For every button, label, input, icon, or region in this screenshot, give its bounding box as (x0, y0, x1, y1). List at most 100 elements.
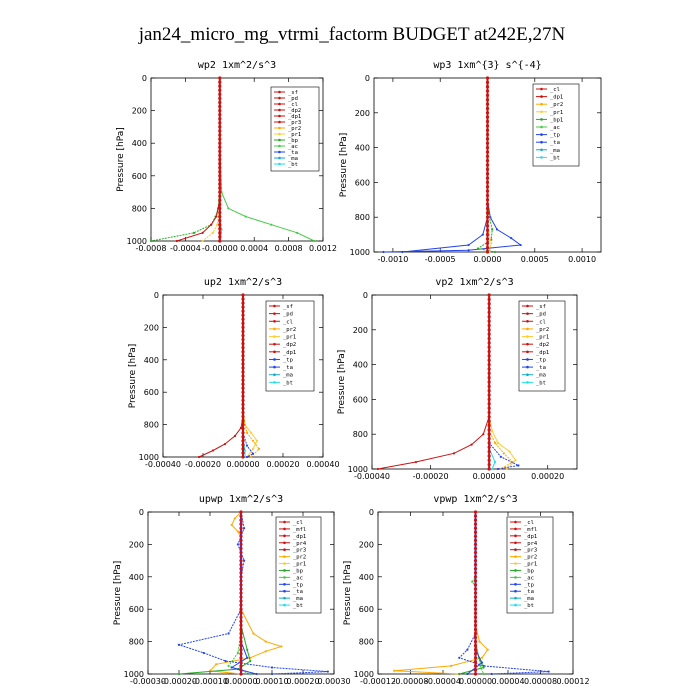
data-point (245, 431, 249, 434)
data-point (249, 455, 253, 459)
zero-marker (218, 92, 222, 96)
zero-marker (239, 619, 243, 623)
series-pr2 (208, 510, 283, 676)
y-tick-label: 1000 (350, 248, 370, 257)
legend-marker (283, 520, 286, 524)
legend-label: _tp (283, 357, 293, 363)
legend: _cl _dp1_pr2 _pr1_bp1 _ac _tp_ta _ma_bt (532, 83, 580, 167)
zero-marker (241, 382, 245, 386)
legend: _sf _pd_cl _pr2 _pr1_dp2 _dp1_tp _ta _ma_bt (518, 300, 566, 392)
zero-marker (473, 631, 478, 636)
data-point (482, 666, 485, 669)
legend-marker (514, 589, 517, 593)
zero-marker (485, 80, 490, 84)
zero-marker (218, 174, 222, 178)
legend-marker (526, 350, 529, 354)
zero-marker (473, 627, 478, 632)
legend-marker (514, 548, 517, 551)
y-tick-label: 0 (154, 291, 159, 300)
zero-marker (473, 615, 478, 619)
zero-marker (241, 297, 245, 301)
legend-marker (278, 144, 281, 148)
series-line (242, 295, 260, 458)
data-point (466, 648, 469, 651)
zero-marker (485, 172, 490, 176)
zero-marker (473, 652, 478, 656)
zero-marker (485, 246, 490, 250)
data-point (382, 250, 385, 254)
y-tick-label: 400 (144, 356, 159, 365)
y-tick-label: 1000 (354, 670, 374, 679)
data-point (401, 250, 404, 254)
data-point (230, 523, 233, 527)
y-tick-label: 0 (139, 508, 144, 517)
x-tick-label: 0.0010 (568, 255, 596, 264)
zero-marker (487, 319, 491, 323)
legend-marker (514, 527, 517, 531)
zero-marker (218, 227, 222, 231)
legend-marker (278, 96, 281, 100)
data-point (210, 223, 213, 226)
data-point (243, 449, 247, 452)
zero-marker (241, 358, 245, 362)
zero-marker (218, 182, 222, 186)
legend-marker (283, 589, 286, 593)
zero-marker (241, 398, 245, 402)
y-tick-label: 800 (355, 213, 370, 222)
zero-marker (239, 595, 243, 599)
legend-marker (526, 358, 529, 361)
data-point (246, 648, 249, 651)
zero-marker (487, 349, 491, 354)
legend-label: _tp (550, 133, 560, 139)
y-tick-label: 600 (132, 172, 147, 181)
legend-label: _tp (536, 357, 546, 363)
legend-marker (514, 534, 517, 538)
legend-marker (514, 562, 517, 565)
zero-marker (239, 656, 243, 660)
zero-marker (485, 189, 490, 193)
zero-marker (485, 198, 490, 202)
x-tick-label: 0.00000 (473, 472, 506, 481)
data-point (493, 441, 497, 444)
series-ta (488, 293, 520, 471)
y-tick-label: 0 (363, 291, 368, 300)
zero-marker (239, 652, 243, 656)
zero-marker (241, 305, 245, 309)
y-axis-label: Pressure [hPa] (116, 127, 126, 192)
data-point (243, 527, 246, 530)
data-point (249, 431, 253, 434)
legend-label: _cl (288, 102, 298, 108)
legend-marker (273, 373, 276, 377)
legend-marker (526, 342, 529, 346)
legend-label: _pr3 (288, 120, 301, 126)
data-point (215, 663, 218, 666)
data-point (236, 543, 239, 546)
zero-marker (473, 514, 478, 518)
legend-box (275, 516, 322, 614)
data-point (251, 439, 255, 442)
data-point (197, 455, 201, 459)
x-tick-label: 0.0004 (240, 244, 268, 253)
zero-marker (218, 231, 222, 235)
y-axis-label: Pressure [hPa] (337, 350, 347, 415)
legend-marker (540, 102, 543, 106)
zero-marker (239, 522, 243, 526)
zero-marker (218, 157, 222, 162)
zero-marker-column (241, 293, 245, 459)
legend-label: _pr1 (293, 562, 306, 568)
series-ta (382, 76, 522, 254)
zero-marker (487, 315, 491, 319)
legend-marker (273, 358, 276, 361)
zero-marker (487, 323, 491, 328)
zero-marker (241, 342, 245, 346)
zero-marker (239, 559, 243, 563)
legend-label: _mfl (524, 527, 537, 533)
panel-title: wp3 1xm^{3} s^{-4} (433, 60, 541, 71)
zero-marker (239, 627, 243, 632)
zero-marker (218, 223, 222, 227)
zero-marker (241, 309, 245, 313)
legend-marker (273, 381, 276, 384)
legend-marker (526, 365, 529, 369)
legend-marker (526, 381, 529, 384)
zero-marker (241, 410, 245, 415)
